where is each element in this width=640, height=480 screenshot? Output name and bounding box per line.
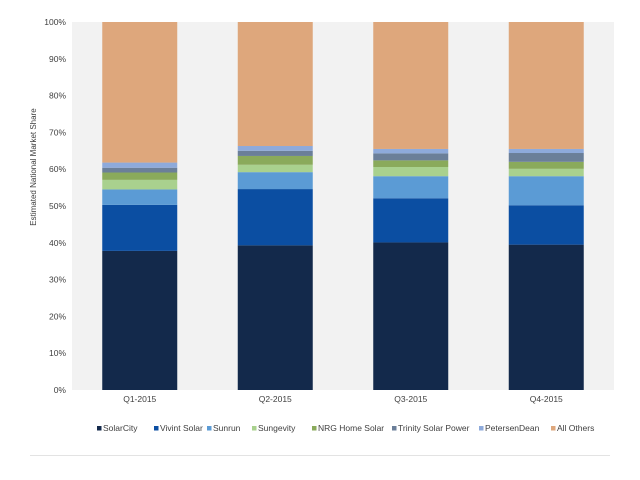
bar-segment xyxy=(102,179,178,190)
bar-segment xyxy=(373,148,449,154)
legend-swatch xyxy=(312,426,317,431)
y-tick-label: 100% xyxy=(44,17,66,27)
y-tick-label: 30% xyxy=(49,275,66,285)
legend-label: Sunrun xyxy=(213,423,241,433)
x-category-label: Q4-2015 xyxy=(530,394,563,404)
legend-label: All Others xyxy=(557,423,594,433)
x-axis-categories: Q1-2015 Q2-2015 Q3-2015 Q4-2015 xyxy=(123,394,563,404)
x-category-label: Q2-2015 xyxy=(259,394,292,404)
y-tick-label: 50% xyxy=(49,201,66,211)
bar-segment xyxy=(373,166,449,177)
y-tick-label: 70% xyxy=(49,127,66,137)
x-category-label: Q1-2015 xyxy=(123,394,156,404)
bar-segment xyxy=(237,22,313,147)
y-tick-label: 90% xyxy=(49,54,66,64)
bar-segment xyxy=(508,153,584,162)
bar-segment xyxy=(237,146,313,151)
bar-segment xyxy=(102,22,178,163)
x-category-label: Q3-2015 xyxy=(394,394,427,404)
bar-segment xyxy=(102,162,178,168)
bar-segment xyxy=(373,153,449,161)
legend-label: SolarCity xyxy=(103,423,138,433)
y-tick-label: 10% xyxy=(49,348,66,358)
legend-label: Sungevity xyxy=(258,423,296,433)
bottom-divider xyxy=(30,455,610,456)
legend-item: Sunrun xyxy=(207,423,241,433)
bar-segment xyxy=(508,168,584,177)
legend-item: PetersenDean xyxy=(479,423,540,433)
legend-item: Vivint Solar xyxy=(154,423,203,433)
legend-item: All Others xyxy=(551,423,594,433)
y-tick-label: 60% xyxy=(49,164,66,174)
legend-item: NRG Home Solar xyxy=(312,423,384,433)
bar-segment xyxy=(508,22,584,149)
bar-segment xyxy=(373,22,449,149)
bar-segment xyxy=(373,176,449,199)
legend-label: NRG Home Solar xyxy=(318,423,384,433)
y-tick-label: 20% xyxy=(49,311,66,321)
bar-segment xyxy=(373,160,449,167)
bar-segment xyxy=(508,244,584,390)
legend-swatch xyxy=(154,426,159,431)
legend-item: Trinity Solar Power xyxy=(392,423,470,433)
legend-label: Vivint Solar xyxy=(160,423,203,433)
bar-segment xyxy=(102,250,178,390)
y-tick-label: 0% xyxy=(54,385,67,395)
bar-segment xyxy=(237,245,313,390)
y-tick-label: 40% xyxy=(49,238,66,248)
bar-segment xyxy=(102,172,178,180)
legend: SolarCity Vivint Solar Sunrun Sungevity NRG … xyxy=(97,423,594,433)
legend-swatch xyxy=(551,426,556,431)
bar-segment xyxy=(237,155,313,165)
bar-segment xyxy=(373,198,449,243)
bar-segment xyxy=(102,167,178,173)
bar-segment xyxy=(102,189,178,205)
legend-swatch xyxy=(252,426,257,431)
legend-item: SolarCity xyxy=(97,423,138,433)
bar-segment xyxy=(237,189,313,246)
legend-swatch xyxy=(392,426,397,431)
bar-segment xyxy=(237,172,313,190)
legend-label: PetersenDean xyxy=(485,423,540,433)
bar-segment xyxy=(237,164,313,173)
legend-swatch xyxy=(479,426,484,431)
legend-label: Trinity Solar Power xyxy=(398,423,470,433)
bar-segment xyxy=(237,150,313,156)
bar-segment xyxy=(102,204,178,251)
bar-segment xyxy=(373,242,449,390)
legend-swatch xyxy=(97,426,102,431)
y-axis-label: Estimated National Market Share xyxy=(29,108,38,226)
bar-segment xyxy=(508,176,584,206)
legend-item: Sungevity xyxy=(252,423,296,433)
bars xyxy=(102,22,584,390)
y-axis-ticks: 0% 10% 20% 30% 40% 50% 60% 70% 80% 90% 100% xyxy=(44,17,66,395)
y-tick-label: 80% xyxy=(49,91,66,101)
legend-swatch xyxy=(207,426,212,431)
bar-segment xyxy=(508,161,584,169)
bar-segment xyxy=(508,148,584,154)
bar-segment xyxy=(508,205,584,245)
